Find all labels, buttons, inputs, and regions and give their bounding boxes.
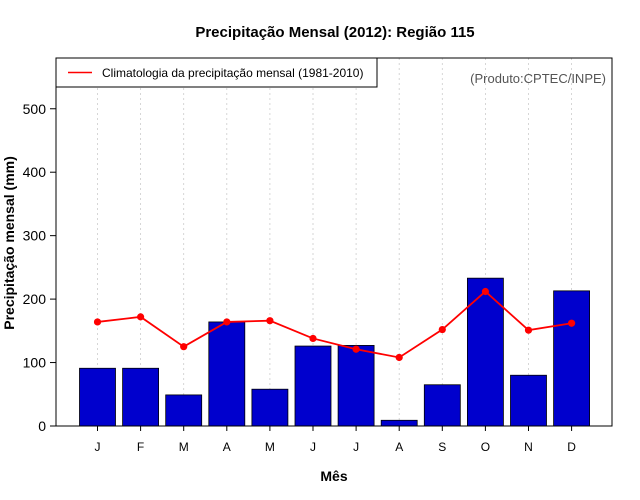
y-tick-label: 0	[38, 418, 46, 434]
x-tick-label: M	[265, 440, 275, 454]
bar-3	[165, 394, 203, 427]
x-tick-label: O	[481, 440, 490, 454]
y-tick-label: 400	[23, 164, 47, 180]
bar-7	[337, 345, 375, 427]
y-tick-label: 200	[23, 291, 47, 307]
bar-9	[423, 384, 461, 427]
y-tick-label: 500	[23, 101, 47, 117]
y-tick-label: 100	[23, 355, 47, 371]
climatology-polyline	[97, 290, 572, 359]
bars	[79, 277, 590, 427]
climatology-point-2	[137, 313, 145, 321]
x-tick-label: J	[310, 440, 316, 454]
x-tick-label: S	[438, 440, 446, 454]
climatology-point-6	[309, 334, 317, 343]
climatology-point-3	[180, 343, 188, 351]
x-tick-label: D	[567, 440, 576, 454]
legend-label: Climatologia da precipitação mensal (198…	[102, 66, 363, 80]
x-tick-label: J	[353, 440, 359, 454]
x-tick-label: M	[179, 440, 189, 454]
climatology-point-11	[524, 326, 533, 334]
x-axis-label: Mês	[320, 468, 347, 484]
bar-1	[79, 367, 116, 427]
x-tick-label: A	[395, 440, 403, 454]
climatology-point-10	[481, 287, 489, 296]
bar-4	[208, 321, 246, 427]
y-axis-label: Precipitação mensal (mm)	[1, 156, 17, 330]
legend-box	[55, 57, 378, 88]
bar-10	[466, 277, 504, 427]
source-annotation: (Produto:CPTEC/INPE)	[470, 71, 606, 86]
bar-11	[510, 374, 547, 427]
x-tick-label: A	[223, 440, 231, 454]
climatology-point-7	[352, 345, 360, 353]
bar-12	[553, 290, 590, 427]
bar-6	[294, 345, 332, 427]
bar-8	[380, 419, 418, 427]
y-tick-label: 300	[23, 228, 47, 244]
chart-title: Precipitação Mensal (2012): Região 115	[195, 24, 474, 41]
climatology-point-4	[223, 318, 231, 326]
bar-2	[122, 367, 159, 427]
x-tick-label: N	[524, 440, 533, 454]
climatology-point-9	[438, 325, 446, 334]
bar-5	[251, 388, 289, 427]
climatology-point-5	[266, 317, 274, 325]
legend: Climatologia da precipitação mensal (198…	[55, 57, 378, 88]
y-axis: 0 100 200 300 400 500	[23, 101, 57, 434]
climatology-point-8	[395, 353, 403, 362]
climatology-point-1	[93, 318, 102, 326]
x-tick-label: F	[137, 440, 144, 454]
x-tick-label: J	[95, 440, 101, 454]
climatology-point-12	[568, 319, 576, 327]
climatology-line	[93, 287, 576, 362]
